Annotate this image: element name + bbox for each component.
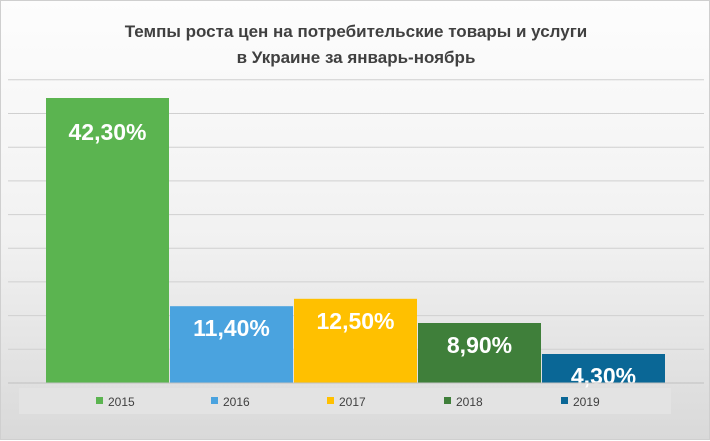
- data-label-2016: 11,40%: [193, 315, 270, 341]
- bar-2016: [170, 306, 293, 383]
- bar-2015: [46, 98, 169, 383]
- chart-title-line-1: Темпы роста цен на потребительские товар…: [124, 22, 588, 41]
- legend-swatch-2015: [96, 397, 103, 404]
- bar-2017: [294, 298, 417, 383]
- data-label-2015: 42,30%: [68, 119, 146, 145]
- data-label-2018: 8,90%: [447, 332, 512, 358]
- legend-swatch-2018: [444, 397, 451, 404]
- legend-swatch-2019: [561, 397, 568, 404]
- legend-label-2017: 2017: [339, 395, 366, 409]
- data-label-2019: 4,30%: [571, 363, 636, 389]
- legend-label-2016: 2016: [223, 395, 250, 409]
- bar-2019: [542, 354, 665, 383]
- legend-swatch-2017: [327, 397, 334, 404]
- legend-label-2015: 2015: [108, 395, 135, 409]
- legend-label-2018: 2018: [456, 395, 483, 409]
- bar-2018: [418, 323, 541, 383]
- chart-title-line-2: в Украине за январь-ноябрь: [236, 48, 476, 67]
- data-label-2017: 12,50%: [316, 308, 394, 334]
- chart-title: Темпы роста цен на потребительские товар…: [1, 19, 710, 71]
- legend-swatch-2016: [211, 397, 218, 404]
- legend-label-2019: 2019: [573, 395, 600, 409]
